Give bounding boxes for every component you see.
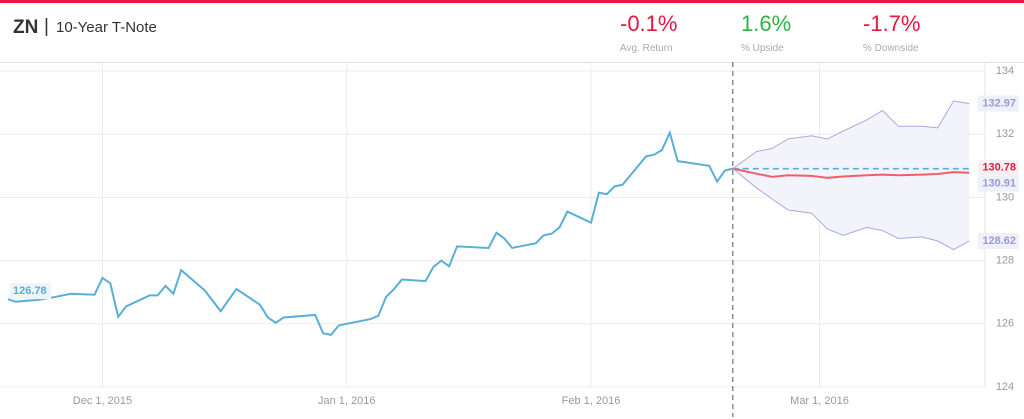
stat: -1.7% % Downside <box>863 11 983 54</box>
stat-value: 1.6% <box>741 11 792 36</box>
line <box>732 168 970 251</box>
header: ZN | 10-Year T-Note -0.1% Avg. Return 1.6… <box>0 3 1024 63</box>
stat-label: % Downside <box>863 43 919 54</box>
value-label: 132.97 <box>982 97 1016 109</box>
label-box <box>978 233 1019 250</box>
value-label: 126.78 <box>13 285 47 297</box>
label-box <box>978 175 1019 192</box>
y-tick-label: 124 <box>996 381 1014 393</box>
stat: 1.6% % Upside <box>741 11 861 54</box>
y-tick-label: 134 <box>996 65 1014 77</box>
line <box>7 129 734 336</box>
x-tick-label: Feb 1, 2016 <box>562 395 621 407</box>
value-label: 130.91 <box>982 178 1016 190</box>
y-tick-label: 126 <box>996 318 1014 330</box>
x-tick-label: Dec 1, 2015 <box>73 395 132 407</box>
symbol: ZN <box>13 17 39 38</box>
x-tick-label: Jan 1, 2016 <box>318 395 376 407</box>
stat-value: -1.7% <box>863 11 921 36</box>
value-label: 130.78 <box>982 162 1016 174</box>
label-box <box>978 159 1019 176</box>
instrument-name: 10-Year T-Note <box>56 19 157 36</box>
y-tick-label: 130 <box>996 191 1014 203</box>
y-tick-label: 128 <box>996 255 1014 267</box>
line <box>732 167 970 179</box>
stat-value: -0.1% <box>620 11 678 36</box>
value-label: 128.62 <box>982 235 1016 247</box>
stat-label: Avg. Return <box>620 43 673 54</box>
x-tick-label: Mar 1, 2016 <box>790 395 849 407</box>
label-box <box>10 283 51 300</box>
stat-label: % Upside <box>741 43 784 54</box>
label-box <box>978 95 1019 112</box>
top-bar <box>0 0 1024 3</box>
stat: -0.1% Avg. Return <box>620 11 740 54</box>
y-tick-label: 132 <box>996 128 1014 140</box>
line <box>732 100 970 170</box>
separator: | <box>44 16 49 37</box>
